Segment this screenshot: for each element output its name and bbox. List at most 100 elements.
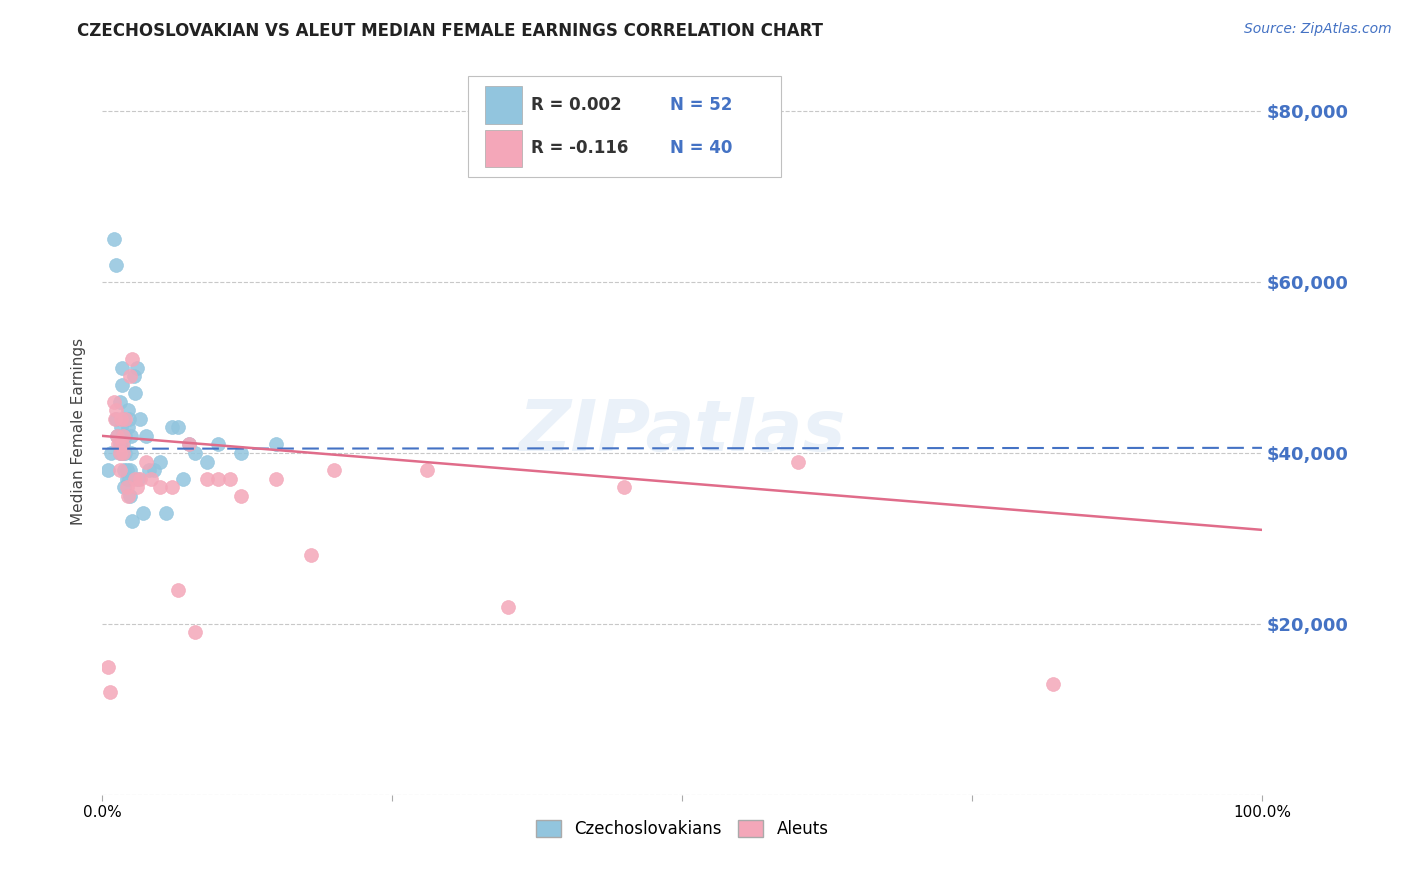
Point bbox=[118, 489, 141, 503]
Point bbox=[117, 489, 139, 503]
Point bbox=[195, 454, 218, 468]
FancyBboxPatch shape bbox=[485, 86, 522, 124]
Y-axis label: Median Female Earnings: Median Female Earnings bbox=[72, 338, 86, 525]
Point bbox=[118, 472, 141, 486]
Text: CZECHOSLOVAKIAN VS ALEUT MEDIAN FEMALE EARNINGS CORRELATION CHART: CZECHOSLOVAKIAN VS ALEUT MEDIAN FEMALE E… bbox=[77, 22, 824, 40]
Point bbox=[264, 437, 287, 451]
Point bbox=[613, 480, 636, 494]
Point bbox=[135, 429, 157, 443]
Point bbox=[110, 412, 132, 426]
Point bbox=[323, 463, 346, 477]
Point bbox=[184, 446, 207, 460]
Text: Source: ZipAtlas.com: Source: ZipAtlas.com bbox=[1244, 22, 1392, 37]
Point bbox=[111, 437, 134, 451]
Legend: Czechoslovakians, Aleuts: Czechoslovakians, Aleuts bbox=[529, 813, 835, 845]
Point bbox=[127, 472, 149, 486]
Point bbox=[112, 446, 135, 460]
Point bbox=[787, 454, 810, 468]
Point bbox=[100, 446, 122, 460]
Point bbox=[121, 514, 143, 528]
Point bbox=[416, 463, 439, 477]
Point bbox=[111, 360, 134, 375]
Point bbox=[118, 412, 141, 426]
Point bbox=[108, 446, 131, 460]
Point bbox=[112, 437, 135, 451]
Point bbox=[114, 429, 136, 443]
Point bbox=[114, 412, 136, 426]
Point bbox=[195, 472, 218, 486]
Point bbox=[160, 480, 183, 494]
Point bbox=[112, 429, 135, 443]
Point bbox=[103, 232, 125, 246]
Point bbox=[105, 429, 128, 443]
Point bbox=[179, 437, 201, 451]
Point bbox=[132, 506, 155, 520]
Point bbox=[138, 463, 160, 477]
Point bbox=[129, 472, 152, 486]
FancyBboxPatch shape bbox=[468, 76, 780, 178]
Point bbox=[108, 394, 131, 409]
Point bbox=[124, 472, 146, 486]
Point bbox=[125, 360, 148, 375]
Point bbox=[105, 258, 128, 272]
Point bbox=[112, 463, 135, 477]
Point bbox=[97, 463, 120, 477]
Point bbox=[122, 369, 145, 384]
Point bbox=[112, 480, 135, 494]
Point bbox=[166, 582, 188, 597]
Point bbox=[129, 412, 152, 426]
Point bbox=[97, 659, 120, 673]
Point bbox=[104, 412, 127, 426]
Text: ZIPatlas: ZIPatlas bbox=[519, 397, 846, 467]
Point bbox=[179, 437, 201, 451]
Text: R = 0.002: R = 0.002 bbox=[531, 95, 621, 114]
Point bbox=[299, 549, 322, 563]
Point bbox=[120, 429, 142, 443]
Point bbox=[107, 437, 129, 451]
Point bbox=[117, 420, 139, 434]
Point bbox=[105, 403, 128, 417]
Point bbox=[112, 412, 135, 426]
Point bbox=[114, 446, 136, 460]
Point bbox=[143, 463, 166, 477]
Point bbox=[155, 506, 177, 520]
Point bbox=[125, 480, 148, 494]
Point bbox=[121, 351, 143, 366]
Point bbox=[139, 472, 162, 486]
Point bbox=[264, 472, 287, 486]
Point bbox=[120, 446, 142, 460]
Point bbox=[108, 437, 131, 451]
Point bbox=[124, 386, 146, 401]
Point bbox=[115, 480, 138, 494]
Text: R = -0.116: R = -0.116 bbox=[531, 139, 628, 157]
Point bbox=[207, 437, 229, 451]
Point bbox=[135, 454, 157, 468]
Point bbox=[149, 454, 172, 468]
Point bbox=[231, 489, 253, 503]
Point bbox=[218, 472, 240, 486]
FancyBboxPatch shape bbox=[485, 129, 522, 168]
Point bbox=[172, 472, 194, 486]
Point bbox=[105, 412, 128, 426]
Text: N = 52: N = 52 bbox=[671, 95, 733, 114]
Point bbox=[118, 369, 141, 384]
Point bbox=[231, 446, 253, 460]
Point bbox=[160, 420, 183, 434]
Point bbox=[1042, 676, 1064, 690]
Point bbox=[110, 420, 132, 434]
Point bbox=[105, 429, 128, 443]
Point bbox=[110, 446, 132, 460]
Point bbox=[98, 685, 121, 699]
Point bbox=[108, 463, 131, 477]
Point bbox=[496, 599, 519, 614]
Point bbox=[166, 420, 188, 434]
Point bbox=[149, 480, 172, 494]
Point bbox=[112, 429, 135, 443]
Point bbox=[111, 377, 134, 392]
Point bbox=[207, 472, 229, 486]
Point bbox=[115, 463, 138, 477]
Point bbox=[112, 446, 135, 460]
Text: N = 40: N = 40 bbox=[671, 139, 733, 157]
Point bbox=[184, 625, 207, 640]
Point bbox=[117, 403, 139, 417]
